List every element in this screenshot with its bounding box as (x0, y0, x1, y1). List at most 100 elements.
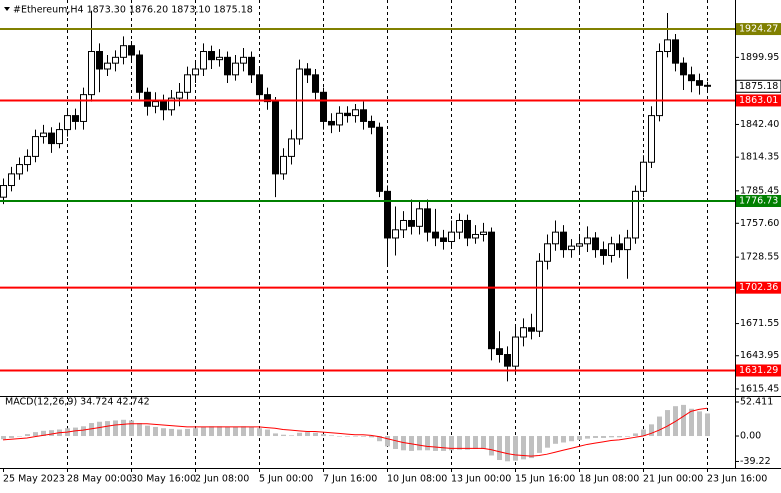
x-tick-label: 13 Jun 00:00 (451, 474, 511, 485)
candle-body (536, 260, 543, 332)
macd-bar (625, 436, 630, 437)
candle-body (488, 231, 495, 350)
candle-body (696, 80, 703, 86)
y-tick-label: 1899.95 (740, 52, 779, 63)
candle-body (376, 126, 383, 192)
macd-bar (593, 436, 598, 438)
macd-bar (657, 416, 662, 437)
y-tick-label: 1842.40 (740, 119, 779, 130)
y-tick-label: 1814.35 (740, 152, 779, 163)
level-label: 1631.29 (739, 365, 778, 376)
candle-body (312, 74, 319, 93)
candle-body (552, 231, 559, 245)
macd-bar (281, 434, 286, 437)
x-tick-label: 5 Jun 00:00 (259, 474, 313, 485)
candle-body (184, 74, 191, 93)
macd-bar (289, 435, 294, 437)
candle-body (40, 132, 47, 138)
x-tick-label: 2 Jun 08:00 (195, 474, 249, 485)
header-icon (4, 7, 10, 11)
candle-body (80, 94, 87, 122)
macd-bar (545, 436, 550, 448)
macd-bar (601, 436, 606, 438)
level-label: 1924.27 (739, 24, 778, 35)
candle-body (544, 243, 551, 262)
candle-body (704, 84, 711, 87)
macd-bar (177, 429, 182, 437)
candle-body (176, 91, 183, 99)
candle-body (608, 243, 615, 256)
macd-bar (689, 408, 694, 437)
x-tick-label: 25 May 2023 (3, 474, 65, 485)
level-label-box (736, 94, 781, 107)
macd-bar (305, 432, 310, 437)
macd-bar (393, 436, 398, 449)
level-label-box (736, 281, 781, 294)
candle-body (384, 190, 391, 239)
x-tick-label: 21 Jun 00:00 (643, 474, 703, 485)
candle-body (24, 155, 31, 166)
macd-bar (449, 436, 454, 451)
macd-bar (385, 436, 390, 447)
candle-body (72, 115, 79, 122)
candle-body (496, 348, 503, 356)
candle-body (680, 62, 687, 76)
candle-body (624, 237, 631, 251)
macd-bar (577, 436, 582, 440)
macd-bar (185, 428, 190, 437)
macd-bar (321, 434, 326, 437)
macd-bar (529, 436, 534, 459)
macd-bar (505, 436, 510, 462)
macd-bar (161, 428, 166, 437)
candle-body (320, 91, 327, 122)
macd-bar (201, 426, 206, 437)
candle-body (208, 51, 215, 61)
macd-bar (585, 436, 590, 439)
macd-bar (489, 436, 494, 456)
candle-body (408, 219, 415, 227)
candle-body (672, 39, 679, 64)
macd-bar (441, 436, 446, 451)
macd-bar (209, 426, 214, 437)
macd-bar (513, 436, 518, 461)
macd-bar (369, 436, 374, 438)
candle-body (296, 68, 303, 140)
macd-bar (641, 429, 646, 437)
y-tick-label: 1671.55 (740, 318, 779, 329)
candle-body (392, 229, 399, 239)
candle-body (216, 56, 223, 61)
candle-body (248, 56, 255, 76)
macd-bar (425, 436, 430, 451)
level-label: 1776.73 (739, 195, 778, 206)
macd-bar (609, 436, 614, 438)
macd-bar (17, 436, 22, 437)
y-tick-label: 1615.45 (740, 383, 779, 394)
macd-bar (81, 426, 86, 437)
level-label-box (736, 194, 781, 207)
candle-body (368, 120, 375, 128)
macd-bar (481, 436, 486, 449)
candle-body (0, 185, 7, 198)
candle-body (576, 243, 583, 247)
candle-body (472, 233, 479, 239)
level-label: 1702.36 (739, 282, 778, 293)
y-tick-label: 52.411 (740, 397, 773, 408)
macd-bar (353, 436, 358, 437)
candle-body (568, 245, 575, 251)
candle-body (256, 74, 263, 96)
candle-body (112, 56, 119, 64)
macd-bar (73, 427, 78, 437)
macd-bar (137, 423, 142, 437)
macd-bar (33, 432, 38, 437)
x-tick-label: 10 Jun 08:00 (387, 474, 447, 485)
macd-bar (329, 435, 334, 437)
candle-body (104, 62, 111, 70)
candle-body (632, 190, 639, 239)
x-tick-label: 28 May 00:00 (67, 474, 132, 485)
x-tick-label: 15 Jun 16:00 (515, 474, 575, 485)
y-tick-label: 1728.55 (740, 252, 779, 263)
macd-bar (257, 428, 262, 437)
macd-bar (465, 436, 470, 450)
